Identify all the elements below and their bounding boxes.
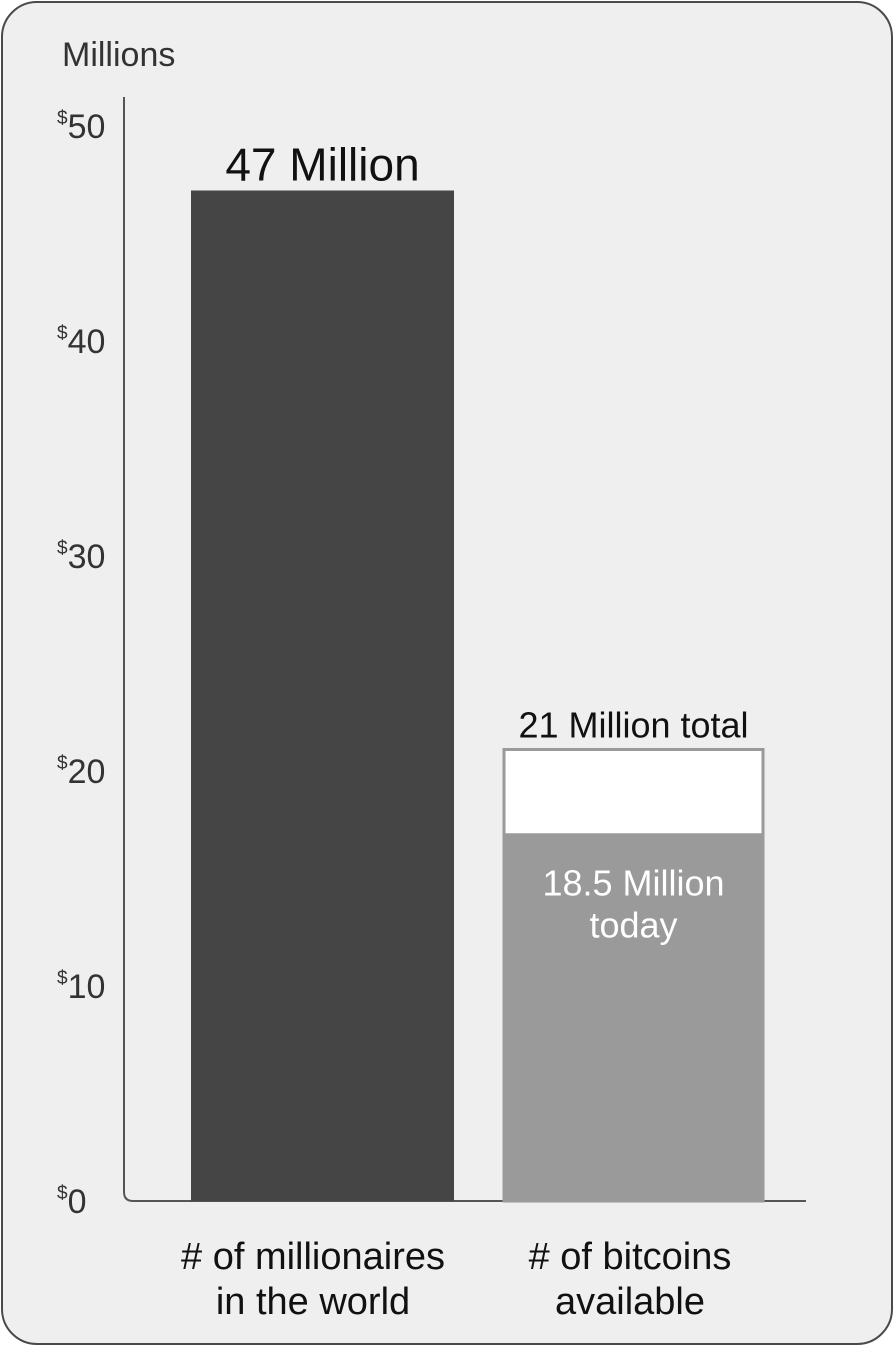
y-tick-label-10: $10 (57, 968, 105, 1006)
y-tick-label-50: $50 (57, 108, 105, 146)
y-tick-number: 0 (68, 1183, 87, 1221)
y-tick-label-30: $30 (57, 538, 105, 576)
bar-bitcoins-today-label-line2: today (589, 904, 677, 945)
category-label-bitcoins-line1: # of bitcoins (529, 1236, 732, 1278)
category-label-bitcoins-line2: available (555, 1281, 705, 1323)
y-tick-number: 20 (68, 753, 106, 791)
category-label-millionaires-line2: in the world (216, 1281, 410, 1323)
bar-bitcoins-total-label: 21 Million total (518, 705, 748, 746)
y-tick-number: 50 (68, 108, 106, 146)
y-tick-currency: $ (57, 968, 68, 989)
bar-millionaires (191, 190, 454, 1201)
y-tick-currency: $ (57, 108, 68, 129)
y-tick-number: 30 (68, 538, 106, 576)
x-axis-line (123, 1191, 806, 1202)
bar-bitcoins-today (503, 833, 764, 1201)
y-axis-ticks: $50$40$30$20$10$0 (57, 108, 105, 1221)
y-tick-label-40: $40 (57, 323, 105, 361)
y-tick-currency: $ (57, 1183, 68, 1204)
y-tick-number: 40 (68, 323, 106, 361)
y-tick-currency: $ (57, 753, 68, 774)
y-tick-number: 10 (68, 968, 106, 1006)
y-tick-label-20: $20 (57, 753, 105, 791)
category-label-millionaires-line1: # of millionaires (181, 1236, 445, 1278)
y-tick-currency: $ (57, 323, 68, 344)
bar-bitcoins-today-label-line1: 18.5 Million (542, 862, 724, 903)
y-tick-label-0: $0 (57, 1183, 87, 1221)
y-unit-label: Millions (62, 36, 175, 74)
y-tick-currency: $ (57, 538, 68, 559)
bar-millionaires-value-label: 47 Million (225, 139, 419, 191)
